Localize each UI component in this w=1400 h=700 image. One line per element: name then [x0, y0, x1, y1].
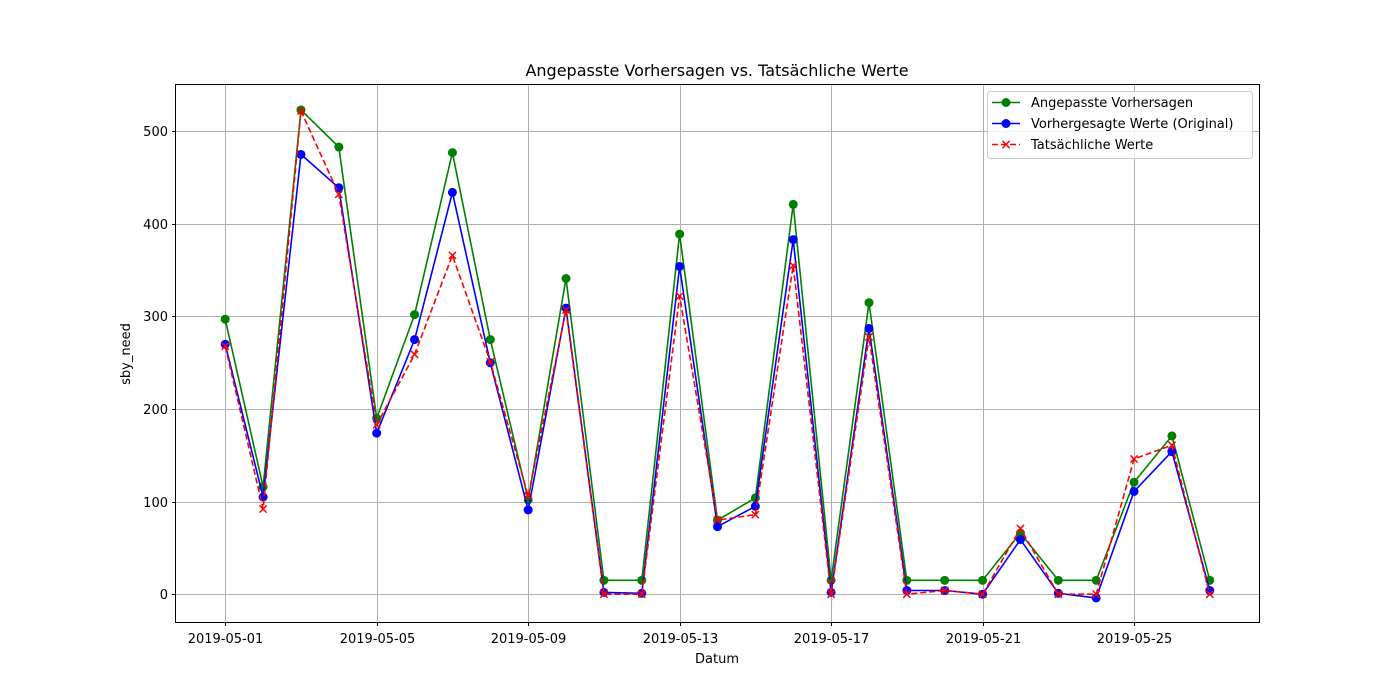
series-line	[224, 110, 1211, 596]
data-point	[220, 314, 230, 324]
x-tick-label: 2019-05-25	[1097, 632, 1173, 647]
data-point-x	[1129, 454, 1139, 464]
y-tick-label: 400	[143, 218, 168, 233]
data-point-x	[826, 590, 836, 599]
axis-ticks: 0 100 200 300 400 500 2019-05-01 2019-05-05 2019…	[143, 125, 1172, 647]
y-tick-label: 0	[160, 588, 168, 603]
data-point	[485, 335, 495, 345]
data-point-x	[258, 504, 268, 514]
data-point	[1091, 575, 1101, 585]
data-point	[220, 339, 230, 349]
data-point	[1129, 477, 1139, 487]
x-tick-label: 2019-05-21	[946, 632, 1022, 647]
data-point	[864, 324, 874, 334]
data-point	[561, 274, 571, 284]
data-point	[713, 522, 722, 532]
data-point-x	[902, 590, 911, 599]
data-point	[561, 303, 571, 313]
data-point-x	[978, 590, 987, 599]
data-point	[940, 575, 950, 585]
legend-entry: Angepasste Vorhersagen	[992, 96, 1193, 111]
data-point	[447, 187, 457, 197]
y-tick-label: 500	[143, 125, 168, 140]
data-point-x	[789, 261, 798, 270]
data-point-x	[675, 291, 684, 301]
data-point	[1167, 431, 1177, 441]
legend: Angepasste Vorhersagen Vorhergesagte Wert…	[987, 91, 1253, 159]
data-point	[675, 229, 685, 239]
data-point-x	[1167, 441, 1177, 450]
legend-box	[987, 91, 1253, 159]
data-point	[788, 235, 798, 245]
x-axis-title: Datum	[695, 652, 739, 667]
data-point	[675, 261, 685, 271]
plot-frame	[175, 84, 1260, 623]
data-point-x	[524, 491, 533, 501]
chart-title: Angepasste Vorhersagen vs. Tatsächliche …	[525, 61, 908, 80]
data-point-x	[372, 420, 381, 429]
data-point	[978, 575, 988, 585]
data-point	[1129, 486, 1139, 496]
data-point	[447, 148, 457, 158]
data-point	[637, 575, 647, 585]
y-tick-label: 100	[143, 496, 168, 511]
legend-entry: Tatsächliche Werte	[992, 138, 1153, 153]
data-point-x	[410, 350, 419, 359]
x-tick-label: 2019-05-01	[188, 632, 264, 647]
y-tick-label: 300	[143, 310, 168, 325]
data-point-x	[486, 357, 495, 366]
data-point-x	[221, 341, 230, 351]
data-point-x	[637, 590, 646, 599]
data-point-x	[296, 106, 306, 116]
data-point	[1053, 575, 1063, 585]
legend-label: Tatsächliche Werte	[1030, 138, 1153, 153]
data-point	[334, 142, 344, 152]
data-point	[1015, 535, 1025, 545]
data-point-x	[334, 190, 343, 199]
y-axis-title: sby_need	[119, 323, 134, 385]
legend-label: Angepasste Vorhersagen	[1031, 96, 1193, 111]
data-point-x	[1016, 524, 1025, 533]
data-point	[372, 428, 382, 438]
data-point-x	[561, 305, 571, 315]
x-tick-label: 2019-05-13	[643, 632, 719, 647]
data-point-x	[1092, 590, 1101, 599]
y-tick-label: 200	[143, 403, 168, 418]
data-point-x	[713, 516, 722, 525]
data-point	[296, 149, 306, 159]
data-point-x	[864, 332, 874, 341]
x-tick-label: 2019-05-05	[340, 632, 416, 647]
data-point	[788, 199, 798, 209]
grid	[176, 85, 1259, 622]
x-tick-label: 2019-05-09	[491, 632, 567, 647]
data-point-x	[940, 586, 949, 595]
data-point	[523, 505, 533, 515]
x-tick-label: 2019-05-17	[794, 632, 870, 647]
legend-marker	[1001, 98, 1011, 107]
series-2	[221, 106, 1214, 599]
data-point	[599, 575, 609, 585]
data-point	[410, 335, 420, 345]
series-group	[220, 105, 1215, 603]
data-point-x	[448, 251, 457, 260]
data-point-x	[1205, 590, 1214, 599]
data-point	[750, 501, 760, 511]
data-point-x	[751, 510, 760, 519]
data-point-x	[599, 590, 609, 599]
data-point-x	[1054, 590, 1063, 599]
legend-marker-x	[1001, 140, 1011, 149]
legend-marker	[1001, 119, 1011, 128]
legend-label: Vorhergesagte Werte (Original)	[1031, 117, 1233, 132]
data-point	[410, 310, 420, 320]
data-point	[864, 298, 874, 308]
legend-entry: Vorhergesagte Werte (Original)	[992, 117, 1233, 132]
